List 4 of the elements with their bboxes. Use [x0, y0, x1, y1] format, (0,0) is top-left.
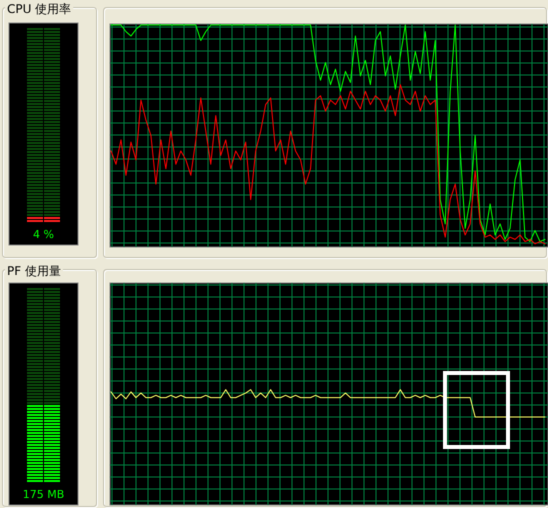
text: CPU 使用率 — [7, 2, 72, 16]
text: 175 MB — [22, 488, 64, 501]
text: 4 % — [33, 228, 54, 241]
text: PF 使用量 — [7, 264, 61, 278]
